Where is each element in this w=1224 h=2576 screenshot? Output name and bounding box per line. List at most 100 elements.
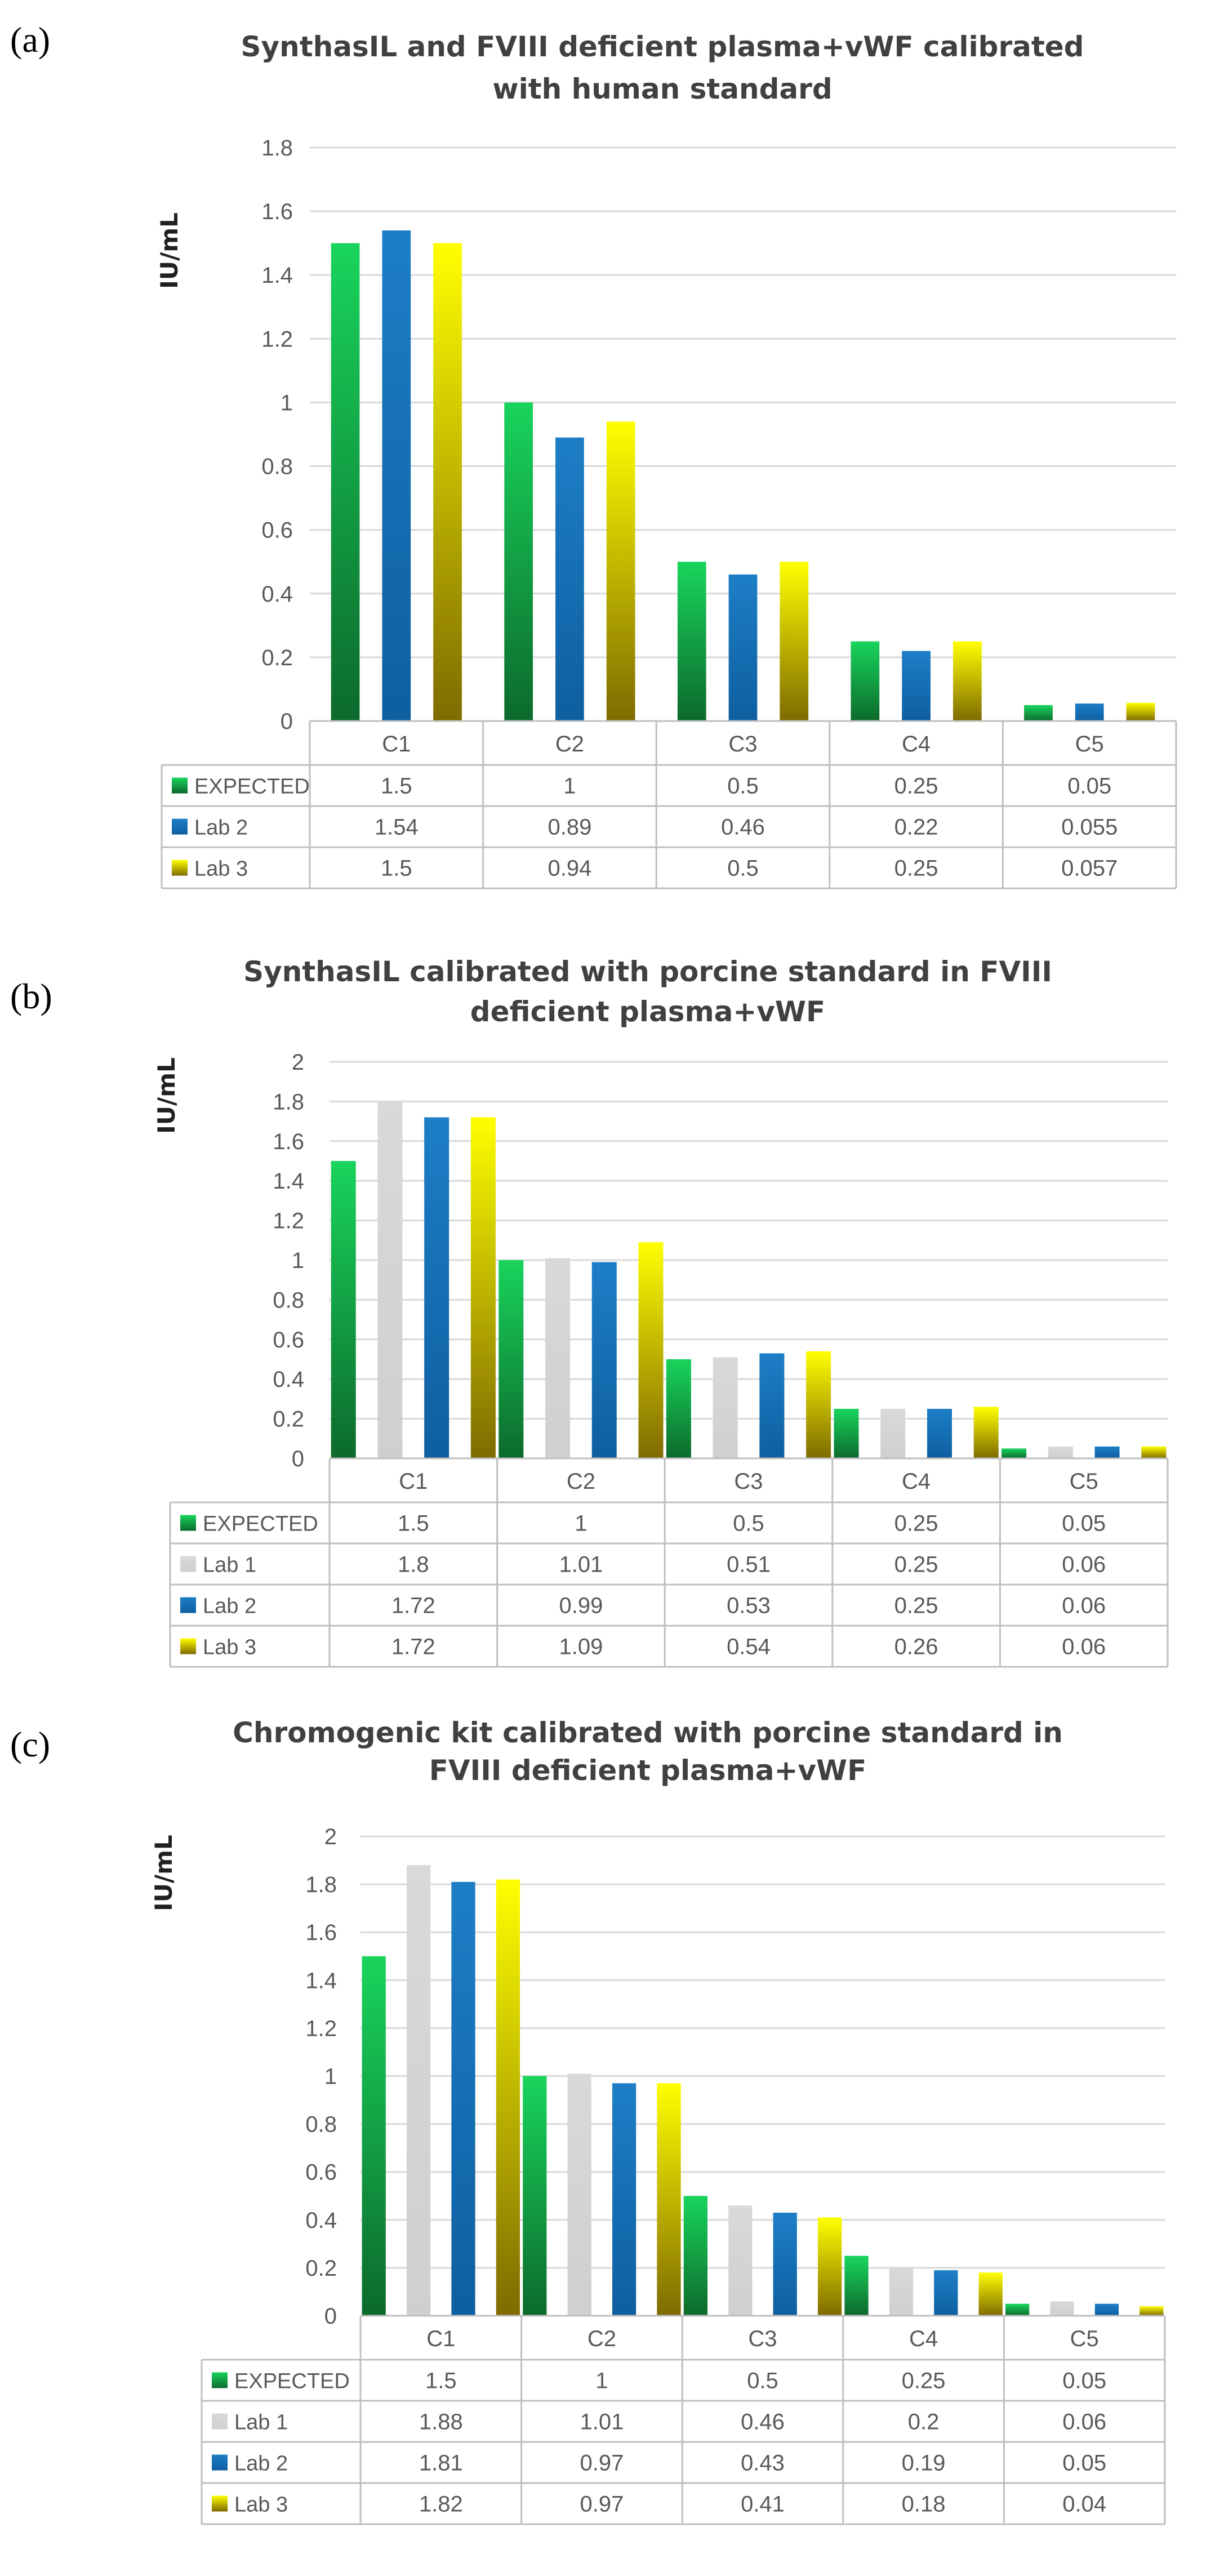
bar-lab-3-c3 [780,562,809,721]
bar-lab-1-c3 [728,2205,753,2316]
table-cell-expected-c3: 0.5 [747,2369,778,2393]
y-tick-label: 0.8 [305,2112,337,2137]
y-tick-label: 1 [324,2065,337,2089]
bar-lab-1-c4 [880,1409,906,1458]
bar-lab-1-c1 [406,1865,431,2316]
y-tick-label: 1.4 [261,263,293,288]
bar-lab-2-c1 [382,230,411,721]
y-tick-label: 1.6 [273,1129,304,1154]
bar-expected-c1 [331,1161,356,1458]
bar-expected-c4 [834,1409,859,1458]
y-tick-label: 0.4 [305,2208,337,2233]
bar-lab-2-c2 [555,437,584,721]
bar-lab-3-c3 [806,1351,831,1458]
chart-panel-b: (b) SynthasIL calibrated with porcine sta… [10,955,1169,1668]
y-axis-label: IU/mL [153,1057,180,1134]
category-label-c5: C5 [1070,2326,1099,2351]
y-tick-label: 1.2 [305,2016,337,2041]
y-axis-label: IU/mL [155,212,183,289]
chart-title-line: deficient plasma+vWF [470,995,825,1028]
table-cell-lab-1-c2: 1.01 [580,2410,624,2435]
table-cell-lab-2-c4: 0.22 [894,815,938,840]
table-cell-lab-2-c2: 0.89 [548,815,591,840]
legend-key-lab-3 [212,2495,228,2512]
legend-label-lab-3: Lab 3 [203,1636,256,1660]
table-cell-lab-1-c1: 1.8 [398,1552,429,1577]
bar-lab-1-c2 [567,2074,591,2316]
table-cell-lab-3-c2: 0.97 [580,2492,624,2517]
y-tick-label: 1.8 [305,1872,337,1897]
bar-lab-3-c4 [978,2272,1003,2316]
table-cell-lab-2-c3: 0.53 [727,1594,771,1618]
table-cell-lab-3-c3: 0.41 [741,2492,785,2517]
chart-panel-a: (a) SynthasIL and FVIII deficient plasma+… [10,20,1177,889]
bar-lab-2-c3 [759,1353,785,1458]
legend-label-lab-2: Lab 2 [194,816,248,840]
category-label-c1: C1 [382,732,411,757]
table-cell-lab-2-c2: 0.97 [580,2451,624,2476]
bar-expected-c5 [1005,2303,1030,2316]
y-tick-label: 0 [292,1447,304,1471]
table-cell-expected-c4: 0.25 [902,2369,946,2393]
bar-lab-3-c3 [817,2217,842,2316]
table-cell-lab-3-c2: 0.94 [548,856,591,881]
y-tick-label: 1.6 [261,199,293,224]
category-label-c4: C4 [909,2326,938,2351]
legend-label-lab-1: Lab 1 [234,2411,288,2435]
legend-key-lab-1 [180,1556,196,1572]
legend-key-lab-1 [212,2413,228,2430]
y-tick-label: 0 [324,2304,337,2329]
y-tick-label: 1.6 [305,1920,337,1945]
chart-title-line: SynthasIL calibrated with porcine standa… [243,955,1052,988]
bar-lab-3-c4 [973,1407,999,1458]
bar-lab-2-c1 [424,1117,449,1458]
table-cell-expected-c2: 1 [563,774,576,799]
chart-title-line: FVIII deficient plasma+vWF [429,1754,867,1787]
bar-expected-c2 [523,2076,547,2316]
y-tick-label: 1 [292,1248,304,1273]
bar-lab-1-c1 [377,1101,403,1458]
legend-key-lab-3 [172,860,188,876]
legend-key-lab-3 [180,1638,196,1654]
table-cell-lab-2-c4: 0.25 [894,1594,938,1618]
table-cell-lab-3-c5: 0.06 [1062,1635,1106,1660]
category-label-c4: C4 [902,1469,931,1494]
y-tick-label: 0.2 [273,1407,304,1432]
table-cell-lab-2-c4: 0.19 [902,2451,946,2476]
bar-lab-3-c2 [638,1242,664,1458]
category-label-c3: C3 [734,1469,763,1494]
table-cell-lab-3-c1: 1.82 [419,2492,463,2517]
bar-lab-3-c1 [496,1879,520,2316]
bar-lab-1-c3 [713,1357,738,1458]
legend-label-expected: EXPECTED [194,775,310,799]
table-cell-lab-3-c3: 0.54 [727,1635,771,1660]
table-cell-expected-c1: 1.5 [381,774,412,799]
bar-lab-3-c5 [1140,2306,1164,2316]
table-cell-lab-3-c4: 0.18 [902,2492,946,2517]
y-tick-label: 0.2 [261,646,293,670]
table-cell-lab-1-c3: 0.51 [727,1552,771,1577]
bar-lab-1-c2 [545,1258,571,1458]
bar-lab-2-c4 [934,2270,958,2316]
bar-lab-3-c5 [1141,1446,1167,1458]
bar-expected-c1 [331,243,360,722]
bar-lab-2-c5 [1075,703,1104,721]
bar-expected-c2 [504,402,533,721]
category-label-c2: C2 [587,2326,616,2351]
legend-label-expected: EXPECTED [234,2370,350,2393]
y-tick-label: 0 [281,709,293,734]
bar-expected-c3 [677,562,706,721]
y-tick-label: 1.8 [273,1089,304,1114]
table-cell-lab-3-c5: 0.057 [1061,856,1118,881]
table-cell-lab-2-c1: 1.72 [391,1594,435,1618]
category-label-c1: C1 [399,1469,428,1494]
bar-lab-2-c5 [1094,1446,1120,1458]
legend-label-lab-3: Lab 3 [194,857,248,881]
y-tick-label: 1 [281,390,293,415]
table-cell-lab-2-c3: 0.46 [721,815,765,840]
category-label-c1: C1 [426,2326,455,2351]
table-cell-expected-c4: 0.25 [894,1511,938,1536]
bar-expected-c2 [498,1260,524,1458]
table-cell-expected-c5: 0.05 [1062,2369,1106,2393]
